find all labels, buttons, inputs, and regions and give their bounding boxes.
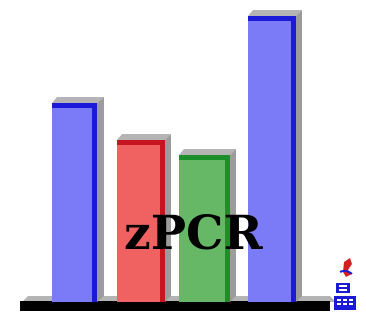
bar-blue-right xyxy=(248,10,302,302)
logo-wordmark: zPCR xyxy=(124,206,263,261)
bar-red xyxy=(117,134,171,302)
bar-green xyxy=(179,149,236,302)
ibm-tools-badge-icon xyxy=(334,258,356,310)
bar-blue-left xyxy=(52,97,104,302)
